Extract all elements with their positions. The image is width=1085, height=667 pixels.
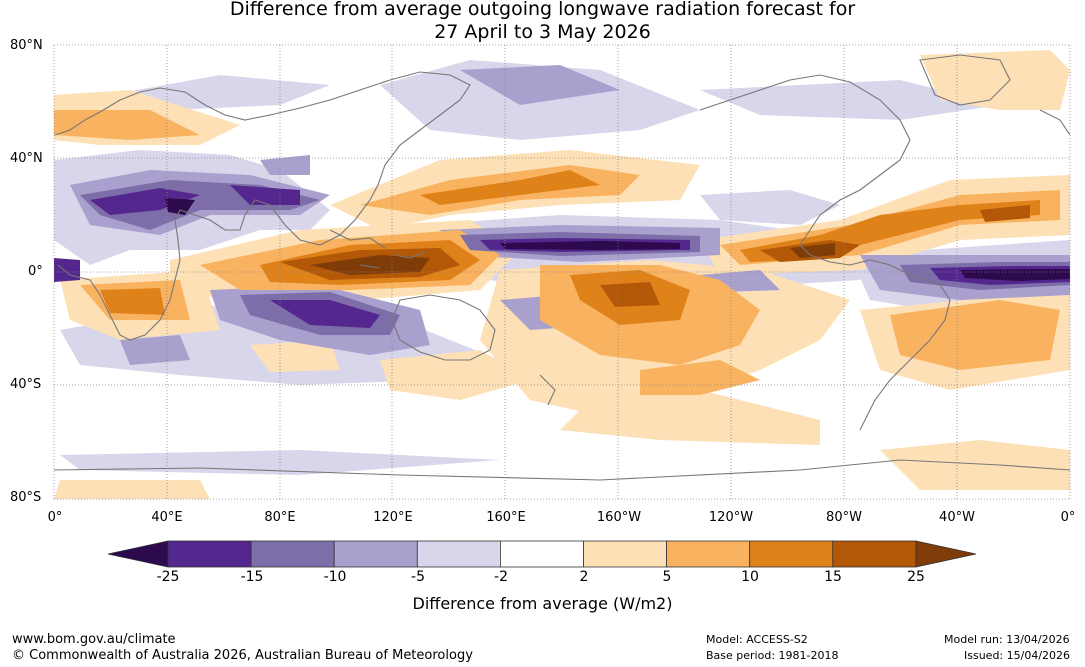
lon-label-160e: 160°E bbox=[486, 510, 526, 525]
coast-new-zealand bbox=[539, 374, 556, 406]
lon-label-0-right: 0° bbox=[1060, 510, 1076, 525]
footer-issued: Issued: 15/04/2026 bbox=[964, 649, 1071, 662]
footer-url[interactable]: www.bom.gov.au/climate bbox=[12, 632, 176, 647]
colorbar-segment bbox=[499, 540, 584, 568]
colorbar-segment bbox=[583, 540, 667, 568]
colorbar-segment bbox=[167, 540, 252, 568]
footer-copyright: © Commonwealth of Australia 2026, Austra… bbox=[12, 648, 473, 663]
colorbar-segment bbox=[749, 540, 834, 568]
colorbar-tick: 25 bbox=[907, 569, 925, 585]
colorbar-segment bbox=[832, 540, 917, 568]
colorbar-tick: -10 bbox=[323, 569, 347, 585]
footer-model-run: Model run: 13/04/2026 bbox=[944, 633, 1070, 646]
colorbar-extend-low bbox=[107, 540, 169, 568]
colorbar-tick: -25 bbox=[156, 569, 180, 585]
colorbar-tick: 15 bbox=[824, 569, 842, 585]
lon-label-80e: 80°E bbox=[264, 510, 296, 525]
colorbar-tick: -2 bbox=[494, 569, 508, 585]
lon-label-0: 0° bbox=[47, 510, 63, 525]
coast-australia bbox=[391, 294, 496, 361]
colorbar-segment bbox=[666, 540, 751, 568]
title-line-1: Difference from average outgoing longwav… bbox=[229, 0, 856, 20]
lon-label-120w: 120°W bbox=[708, 510, 754, 525]
colorbar-tick: -15 bbox=[240, 569, 264, 585]
colorbar-segment bbox=[250, 540, 335, 568]
coast-europe bbox=[1039, 109, 1070, 136]
colorbar-extend-high bbox=[915, 540, 976, 568]
lat-label-80s: 80°S bbox=[10, 490, 42, 505]
lon-label-40e: 40°E bbox=[151, 510, 183, 525]
coast-greenland bbox=[919, 54, 1011, 106]
colorbar-caption: Difference from average (W/m2) bbox=[412, 594, 673, 613]
anomaly-field bbox=[54, 50, 1070, 499]
coast-maritime-continent bbox=[329, 229, 426, 269]
coast-americas bbox=[699, 74, 951, 431]
lon-label-160w: 160°W bbox=[596, 510, 642, 525]
title-line-2: 27 April to 3 May 2026 bbox=[434, 21, 651, 43]
lon-label-40w: 40°W bbox=[939, 510, 975, 525]
colorbar-tick: 2 bbox=[579, 569, 589, 585]
map-title: Difference from average outgoing longwav… bbox=[0, 0, 1085, 44]
lon-label-120e: 120°E bbox=[373, 510, 413, 525]
colorbar-segment bbox=[333, 540, 418, 568]
colorbar-tick: -5 bbox=[411, 569, 425, 585]
colorbar-tick: 10 bbox=[741, 569, 759, 585]
colorbar bbox=[107, 540, 976, 568]
coast-antarctica bbox=[54, 459, 1070, 481]
graticule bbox=[53, 44, 1071, 500]
lat-label-40s: 40°S bbox=[10, 377, 42, 392]
footer-model: Model: ACCESS-S2 bbox=[706, 633, 808, 646]
lat-label-80n: 80°N bbox=[10, 38, 43, 53]
footer-base-period: Base period: 1981-2018 bbox=[706, 649, 839, 662]
colorbar-tick: 5 bbox=[662, 569, 672, 585]
lat-label-40n: 40°N bbox=[10, 151, 43, 166]
lat-label-equator: 0° bbox=[28, 264, 43, 279]
colorbar-segment bbox=[416, 540, 501, 568]
lon-label-80w: 80°W bbox=[826, 510, 862, 525]
